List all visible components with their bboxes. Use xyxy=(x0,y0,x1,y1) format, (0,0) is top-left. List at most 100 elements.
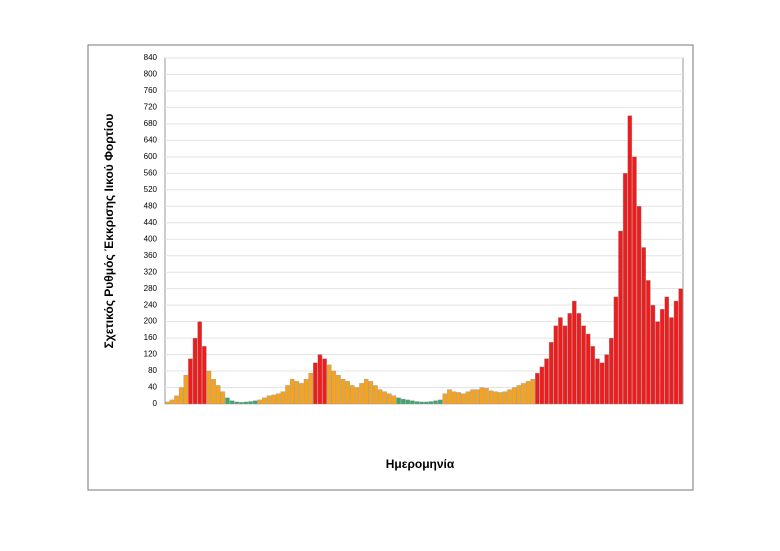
y-tick-label: 560 xyxy=(144,168,158,177)
bar xyxy=(243,401,249,405)
bar xyxy=(535,372,540,405)
bar xyxy=(447,389,452,405)
bar xyxy=(359,383,364,405)
bar xyxy=(544,358,549,405)
bar xyxy=(322,358,327,405)
y-tick-label: 600 xyxy=(144,152,158,161)
bar xyxy=(345,381,350,405)
bar xyxy=(169,399,175,405)
y-tick-label: 240 xyxy=(144,300,158,309)
y-tick-label: 440 xyxy=(144,218,158,227)
bar xyxy=(215,385,221,405)
bar xyxy=(590,346,596,405)
x-axis-title: Ημερομηνία xyxy=(386,457,455,471)
bar xyxy=(659,309,665,405)
bar xyxy=(183,374,189,405)
bar xyxy=(197,321,202,405)
bar xyxy=(285,385,290,405)
bar xyxy=(507,389,512,405)
chart-frame xyxy=(87,44,694,491)
bar xyxy=(525,381,531,405)
bar xyxy=(576,313,582,405)
bar xyxy=(257,399,263,405)
bar xyxy=(229,400,235,405)
y-tick-label: 400 xyxy=(144,234,158,243)
bar xyxy=(419,401,424,405)
bar xyxy=(308,372,313,405)
bar xyxy=(437,399,443,405)
bar xyxy=(414,401,420,405)
bar xyxy=(511,387,517,405)
y-tick-label: 720 xyxy=(144,103,158,112)
y-tick-label: 680 xyxy=(144,119,158,128)
bar xyxy=(373,385,378,405)
bar xyxy=(498,392,503,405)
bar xyxy=(248,401,253,405)
bar xyxy=(678,288,683,405)
bar xyxy=(299,383,304,405)
bar xyxy=(382,391,387,405)
bar xyxy=(669,317,674,405)
y-tick-label: 200 xyxy=(144,317,158,326)
bar xyxy=(262,397,267,405)
bar xyxy=(377,389,383,405)
bar xyxy=(521,383,526,405)
bar xyxy=(234,401,239,405)
bar xyxy=(493,391,498,405)
bar xyxy=(479,387,485,405)
bar xyxy=(664,296,670,405)
bar xyxy=(313,362,318,405)
bar xyxy=(451,391,457,405)
bar xyxy=(456,392,461,405)
bar xyxy=(655,321,660,405)
bar xyxy=(461,393,466,405)
bar xyxy=(641,247,646,405)
bar xyxy=(350,385,355,405)
y-tick-label: 0 xyxy=(153,399,158,408)
bar xyxy=(368,381,374,405)
bar xyxy=(424,401,429,405)
bar xyxy=(340,379,346,405)
y-tick-label: 840 xyxy=(144,53,158,62)
bar xyxy=(211,379,216,405)
bar xyxy=(442,393,448,405)
y-tick-label: 640 xyxy=(144,135,158,144)
y-tick-label: 520 xyxy=(144,185,158,194)
y-tick-label: 40 xyxy=(148,383,157,392)
bar xyxy=(548,342,554,405)
y-tick-label: 280 xyxy=(144,284,158,293)
y-tick-label: 120 xyxy=(144,350,158,359)
bar xyxy=(433,400,438,405)
bar xyxy=(599,362,605,405)
bar xyxy=(165,401,170,405)
bar xyxy=(178,387,184,405)
y-tick-label: 760 xyxy=(144,86,158,95)
bar xyxy=(276,393,281,405)
bar xyxy=(627,115,633,405)
bar xyxy=(465,391,471,405)
bar xyxy=(303,379,309,405)
bar xyxy=(618,230,623,405)
bar xyxy=(354,387,360,405)
bar xyxy=(474,389,480,405)
bar xyxy=(331,370,337,405)
bar xyxy=(613,296,619,405)
bar xyxy=(266,395,272,405)
bar xyxy=(539,366,545,405)
bar xyxy=(280,391,286,405)
bar xyxy=(192,337,198,405)
y-tick-label: 320 xyxy=(144,267,158,276)
bar xyxy=(294,381,300,405)
bar xyxy=(202,346,207,405)
y-tick-label: 160 xyxy=(144,333,158,342)
bar xyxy=(484,388,489,405)
bar xyxy=(391,395,397,405)
bar xyxy=(650,304,656,405)
bar xyxy=(632,156,637,405)
bar xyxy=(174,395,179,405)
bar xyxy=(595,358,600,405)
bar xyxy=(289,379,295,405)
bar xyxy=(609,337,614,405)
bar xyxy=(188,358,193,405)
